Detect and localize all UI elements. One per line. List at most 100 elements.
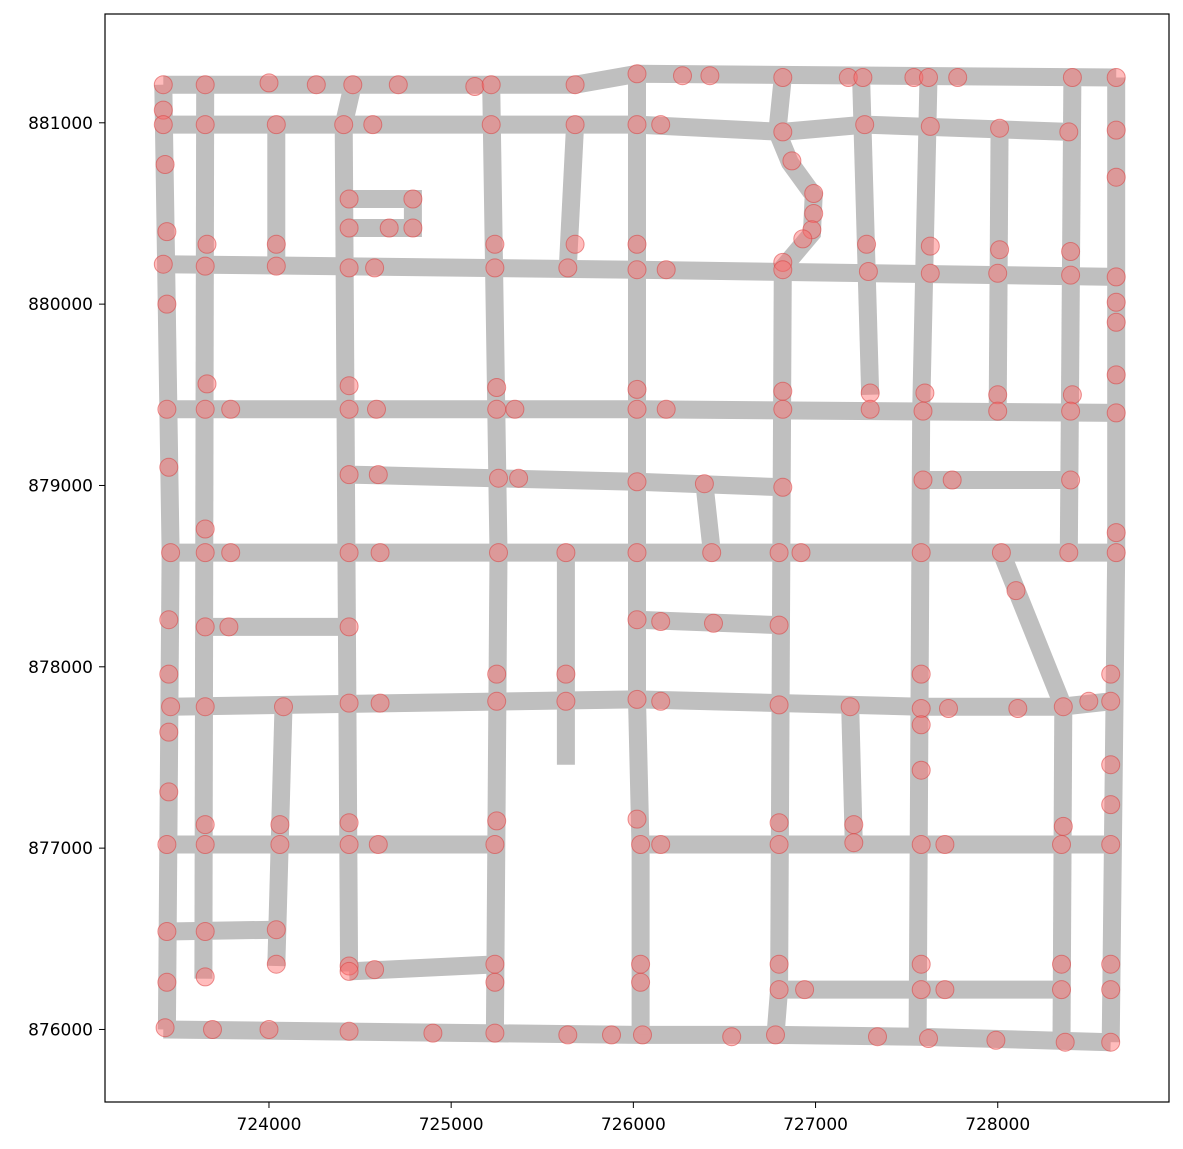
node-point	[368, 835, 388, 854]
node-point	[487, 378, 507, 397]
node-point	[1106, 365, 1126, 385]
node-point	[853, 68, 873, 87]
node-point	[1106, 543, 1126, 563]
node-point	[565, 234, 585, 254]
node-point	[270, 835, 290, 854]
node-point	[195, 922, 215, 941]
node-point	[423, 1023, 443, 1043]
node-point	[651, 835, 671, 854]
node-point	[266, 234, 286, 254]
node-point	[339, 543, 359, 563]
node-point	[855, 115, 875, 135]
node-point	[339, 617, 359, 637]
node-point	[195, 967, 215, 987]
node-point	[339, 835, 359, 854]
node-point	[627, 399, 647, 419]
node-point	[157, 835, 177, 854]
node-point	[153, 254, 173, 274]
node-point	[1106, 120, 1126, 140]
node-point	[487, 691, 507, 711]
node-point	[773, 260, 793, 280]
node-point	[159, 610, 179, 630]
node-point	[627, 115, 647, 135]
node-point	[769, 813, 789, 833]
node-point	[1101, 954, 1121, 974]
node-point	[195, 543, 215, 563]
node-point	[334, 115, 354, 135]
node-point	[860, 399, 880, 419]
node-point	[339, 258, 359, 278]
node-point	[266, 954, 286, 974]
node-point	[769, 835, 789, 854]
y-axis: 876000 877000 878000 879000 880000 881000	[28, 114, 105, 1040]
node-point	[919, 1029, 938, 1048]
node-point	[700, 66, 720, 86]
node-point	[795, 980, 815, 1000]
node-point	[651, 115, 671, 135]
y-tick-label: 878000	[28, 658, 93, 678]
node-point	[911, 699, 931, 718]
node-point	[556, 664, 576, 684]
node-point	[911, 664, 931, 684]
node-point	[485, 1023, 505, 1043]
street-line	[908, 77, 938, 1037]
node-point	[565, 75, 585, 95]
node-point	[627, 260, 647, 280]
node-point	[948, 68, 968, 87]
node-point	[379, 218, 399, 238]
node-point	[195, 815, 215, 835]
node-point	[858, 262, 878, 281]
node-point	[195, 835, 215, 854]
node-point	[159, 664, 179, 684]
node-point	[1101, 835, 1121, 854]
node-point	[769, 980, 789, 1000]
node-point	[935, 835, 955, 854]
node-point	[773, 399, 793, 419]
node-point	[339, 1021, 359, 1041]
node-point	[161, 697, 181, 717]
node-point	[704, 613, 723, 633]
node-point	[370, 543, 390, 563]
node-point	[911, 760, 931, 780]
street-line	[334, 82, 362, 972]
node-point	[195, 617, 215, 637]
node-point	[363, 115, 383, 135]
node-point	[489, 468, 508, 488]
node-point	[990, 240, 1010, 260]
node-point	[1052, 835, 1071, 854]
street-line	[628, 73, 650, 1035]
street-line	[852, 77, 880, 396]
node-point	[157, 222, 177, 242]
plot-frame	[104, 13, 1170, 1103]
node-point	[911, 835, 931, 854]
node-point	[259, 1020, 279, 1039]
node-point	[197, 234, 217, 254]
node-point	[339, 399, 359, 419]
node-point	[920, 263, 940, 283]
node-point	[844, 833, 864, 853]
node-point	[1008, 699, 1028, 718]
node-point	[694, 474, 714, 494]
node-point	[656, 399, 676, 419]
node-point	[773, 477, 793, 497]
node-point	[485, 234, 505, 254]
node-point	[1101, 795, 1121, 815]
node-point	[339, 693, 359, 713]
node-point	[403, 218, 423, 238]
node-point	[485, 972, 505, 992]
street-line	[988, 124, 1009, 410]
street-line	[349, 190, 422, 237]
node-point	[1061, 470, 1081, 490]
node-point	[487, 399, 507, 419]
node-point	[915, 383, 935, 403]
node-point	[153, 100, 173, 120]
node-point	[489, 543, 508, 563]
node-point	[1106, 403, 1126, 423]
node-point	[343, 75, 363, 95]
street-line	[348, 955, 499, 981]
node-point	[365, 258, 385, 278]
street-line	[558, 124, 585, 269]
node-point	[702, 543, 722, 563]
node-point	[860, 383, 880, 403]
